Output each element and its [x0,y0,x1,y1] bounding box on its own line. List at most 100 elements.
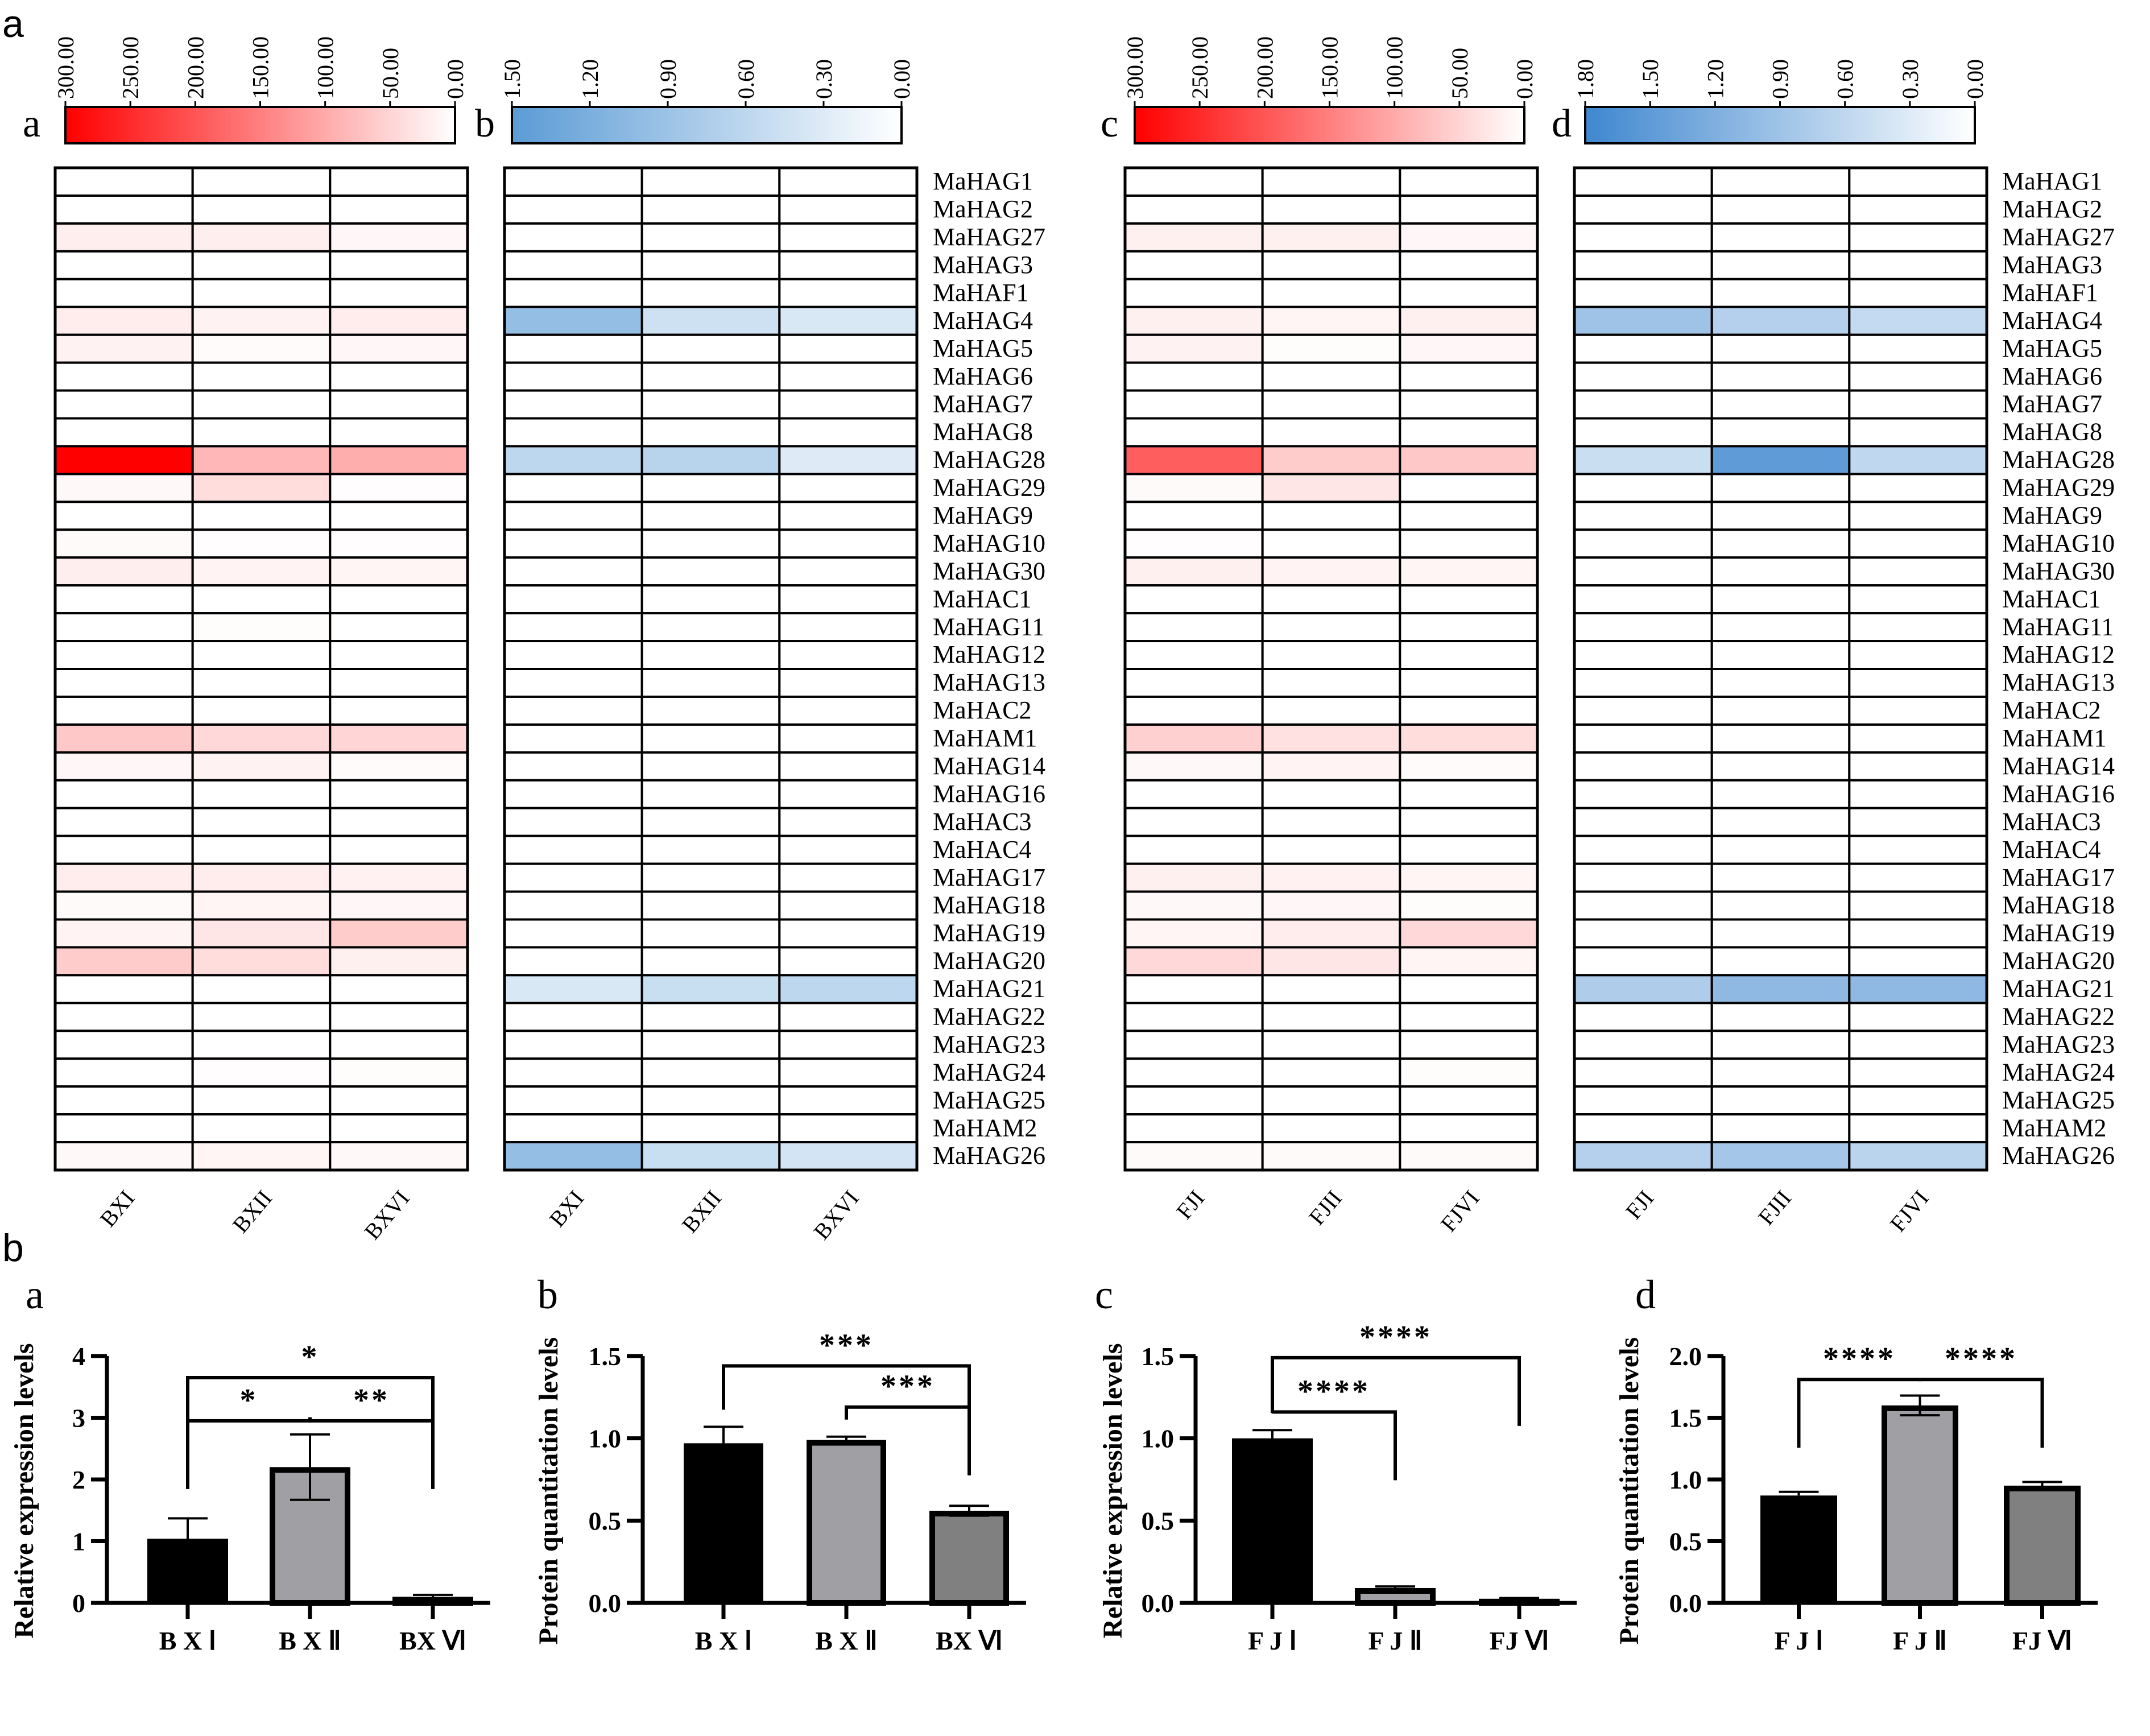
heatmap-cell [778,473,918,503]
heatmap-cell [329,250,469,280]
gene-label: MaHAG25 [933,1086,1045,1114]
heatmap-cell [1710,501,1851,531]
heatmap-cell [778,834,918,865]
y-tick-label: 4 [72,1342,85,1371]
heatmap-cell [778,946,918,977]
significance-label: ** [353,1383,390,1418]
heatmap-cell [1573,305,1713,336]
heatmap-cell [1399,361,1539,392]
heatmap-cell [1399,862,1539,893]
heatmap-cell [778,333,918,364]
heatmap-cell [503,1030,643,1060]
heatmap-cell [1848,167,1988,197]
heatmap-cell [778,445,918,476]
colorbar [1134,106,1525,144]
heatmap-cell [54,1002,194,1032]
heatmap-cell [1124,305,1264,336]
bar-panel-letter: c [1095,1272,1113,1317]
heatmap-cell [640,779,781,809]
gene-label: MaHAG14 [933,752,1045,780]
heatmap-cell [54,974,194,1005]
heatmap-cell [1124,807,1264,837]
heatmap-cell [1848,751,1988,782]
colorbar-tick-label: 1.50 [499,59,525,99]
colorbar-tick-label: 200.00 [183,36,208,99]
heatmap-cell [1848,807,1988,837]
significance-label: *** [880,1369,935,1404]
colorbar-tick-label: 0.30 [811,59,837,99]
y-tick-label: 2.0 [1669,1342,1702,1371]
heatmap-cell [1710,640,1851,670]
heatmap-border [1123,166,1539,1172]
heatmap-cell [1573,834,1713,865]
heatmap-cell [1710,361,1851,392]
heatmap-cell [1573,278,1713,308]
heatmap-cell [1399,751,1539,782]
heatmap-cell [191,1030,332,1060]
bar [929,1510,1009,1606]
heatmap-cell [640,250,781,280]
heatmap-cell [1710,723,1851,754]
heatmap-cell [1573,361,1713,392]
heatmap-cell [503,862,643,893]
heatmap-cell [778,862,918,893]
colorbar-tick-label: 0.90 [1768,59,1793,99]
heatmap-cell [1124,1141,1264,1171]
heatmap-cell [191,862,332,893]
column-label: BXI [544,1185,589,1232]
heatmap-cell [1261,1141,1401,1171]
heatmap-cell [1848,445,1988,476]
heatmap-cell [1848,333,1988,364]
heatmap-cell [1573,974,1713,1005]
heatmap-cell [1848,1141,1988,1171]
heatmap-cell [1573,1141,1713,1171]
heatmap-cell [640,1030,781,1060]
gene-label: MaHAG5 [2002,334,2102,362]
bar [1882,1405,1958,1606]
heatmap-cell [1399,389,1539,420]
heatmap-cell [1710,1057,1851,1088]
heatmap-cell [1573,501,1713,531]
heatmap-cell [191,612,332,643]
heatmap-cell [1399,640,1539,670]
heatmap-cell [1124,918,1264,949]
heatmap-cell [1399,918,1539,949]
heatmap-cell [329,556,469,587]
bar [1355,1588,1436,1606]
bar-panel-letter: a [26,1272,44,1317]
heatmap-cell [1848,695,1988,726]
colorbar-tick-label: 300.00 [1122,36,1148,99]
colorbar-tick-label: 250.00 [1187,36,1213,99]
heatmap-cell [778,779,918,809]
x-tick-label: B X Ⅰ [159,1626,216,1655]
heatmap-cell [54,1030,194,1060]
heatmap-cell [54,1141,194,1171]
heatmap-cell [1848,501,1988,531]
heatmap-cell [1261,946,1401,977]
significance-bracket [308,1417,435,1489]
heatmap-cell [1399,584,1539,615]
heatmap-cell [54,890,194,921]
gene-label: MaHAG20 [2002,947,2115,975]
heatmap-cell [191,167,332,197]
gene-label: MaHAG4 [933,307,1033,334]
heatmap-cell [1399,194,1539,225]
y-tick-label: 0 [72,1589,85,1618]
gene-label: MaHAC3 [2002,808,2101,836]
heatmap-cell [1261,1002,1401,1032]
heatmap-cell [329,445,469,476]
gene-label: MaHAM1 [933,724,1037,752]
heatmap-cell [640,194,781,225]
gene-label: MaHAG3 [2002,251,2102,279]
colorbar-tick-label: 100.00 [313,36,338,99]
heatmap-cell [1710,612,1851,643]
heatmap-cell [778,501,918,531]
y-tick-label: 1 [72,1527,85,1556]
heatmap-cell [54,612,194,643]
gene-label: MaHAG20 [933,947,1045,975]
gene-label: MaHAC3 [933,808,1032,836]
gene-label: MaHAG2 [2002,195,2102,223]
gene-label: MaHAG5 [933,334,1033,362]
heatmap-cell [329,1141,469,1171]
bar [2004,1485,2081,1606]
